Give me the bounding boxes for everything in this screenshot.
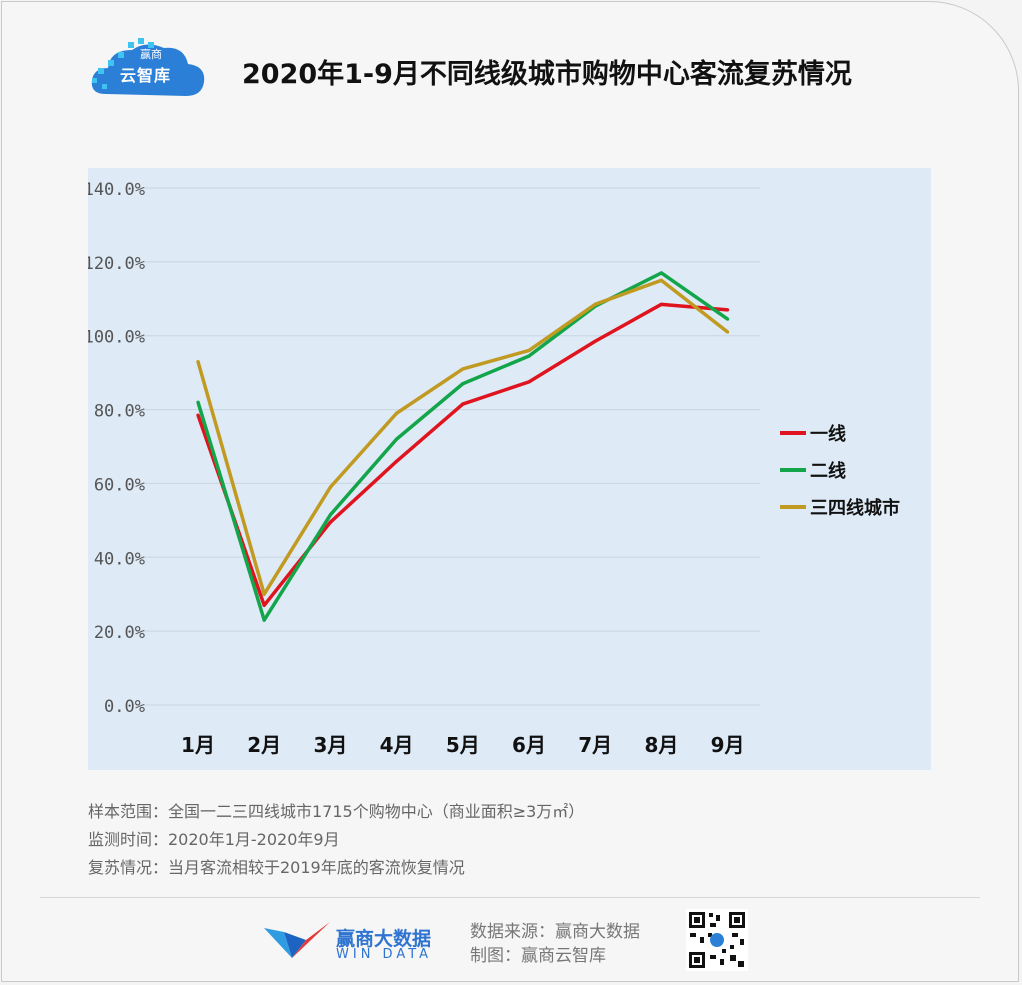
note-recovery-definition: 复苏情况：当月客流相较于2019年底的客流恢复情况 [88,858,465,877]
data-point [527,348,531,353]
data-point [262,603,266,607]
data-point [593,339,597,343]
y-tick-label: 120.0% [88,254,145,274]
y-tick-label: 140.0% [88,180,145,200]
data-point [461,367,465,371]
x-tick-label: 4月 [380,733,414,757]
qr-code-icon [686,909,748,971]
legend-label-tier2: 二线 [810,461,846,482]
x-tick-label: 7月 [578,733,612,757]
x-tick-label: 1月 [181,733,215,757]
x-tick-label: 5月 [446,733,480,757]
data-point [659,302,664,306]
x-tick-label: 8月 [644,733,678,757]
footer-brand-cn: 赢商大数据 [336,928,432,950]
y-tick-label: 100.0% [88,328,145,348]
y-tick-label: 0.0% [104,697,145,717]
made-by-line: 制图：赢商云智库 [470,946,606,966]
footer-divider [40,897,980,898]
footer-source: 数据来源：赢商大数据 制图：赢商云智库 [470,920,640,968]
line-chart: 0.0% 20.0% 40.0% 60.0% 80.0% 100.0% 120.0% 140.… [88,180,760,757]
page-title: 2020年1-9月不同线级城市购物中心客流复苏情况 [242,59,852,90]
footer-brand-en: WIN DATA [336,947,433,962]
y-tick-label: 60.0% [94,475,145,495]
windata-logo-icon [264,922,330,958]
x-tick-label: 9月 [711,733,745,757]
legend-line-tier34 [780,505,806,509]
series-line-3 [196,278,729,596]
note-monitor-period: 监测时间：2020年1月-2020年9月 [88,830,340,849]
data-point [196,400,200,404]
y-tick-label: 80.0% [94,402,145,422]
data-point [726,317,730,321]
x-tick-label: 6月 [512,733,546,757]
data-point [659,278,664,282]
data-point [395,411,399,415]
x-tick-label: 3月 [313,733,347,757]
logo-small-text: 赢商 [140,48,162,61]
data-point [461,382,465,386]
data-point [461,402,465,406]
legend-line-tier2 [780,468,806,472]
data-point [328,513,332,517]
data-point [395,437,399,441]
source-line: 数据来源：赢商大数据 [470,922,640,942]
x-tick-label: 2月 [247,733,281,757]
chart-notes: 样本范围：全国一二三四线城市1715个购物中心（商业面积≥3万㎡） 监测时间：2… [88,798,584,882]
data-point [196,413,200,417]
series-line-2 [196,271,729,622]
logo-text: 云智库 [120,66,172,85]
data-point [262,618,266,622]
data-point [395,459,399,463]
yingshang-cloud-logo-icon [91,38,205,96]
y-tick-label: 20.0% [94,623,145,643]
series-line-1 [196,302,728,608]
data-point [659,271,664,275]
legend-label-tier1: 一线 [810,424,846,445]
legend-label-tier34: 三四线城市 [810,498,900,519]
y-tick-label: 40.0% [94,549,145,569]
data-point [262,592,266,596]
data-point [593,302,597,306]
data-point [726,308,730,312]
data-point [527,380,531,384]
data-point [328,485,332,489]
legend-line-tier1 [780,431,806,435]
data-point [196,359,200,364]
note-sample-scope: 样本范围：全国一二三四线城市1715个购物中心（商业面积≥3万㎡） [88,802,585,821]
data-point [527,354,531,358]
data-point [328,520,332,524]
data-point [726,330,730,334]
